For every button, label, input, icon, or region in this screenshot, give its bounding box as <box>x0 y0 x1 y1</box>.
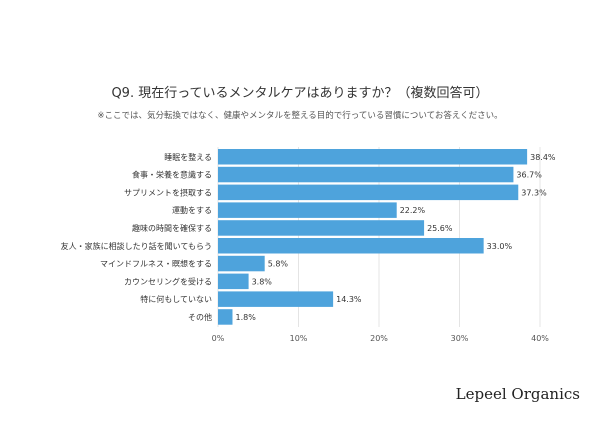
x-tick-label: 0% <box>212 334 225 343</box>
data-label: 25.6% <box>427 224 453 233</box>
bar <box>218 184 519 201</box>
data-label: 3.8% <box>252 277 273 286</box>
x-tick-label: 10% <box>290 334 308 343</box>
data-label: 36.7% <box>516 171 542 180</box>
x-tick-label: 40% <box>531 334 549 343</box>
data-label: 33.0% <box>487 242 513 251</box>
bar <box>218 202 397 218</box>
bar <box>218 309 233 325</box>
brand-logo: Lepeel Organics <box>455 385 580 403</box>
data-label: 22.2% <box>400 206 426 215</box>
category-label: 趣味の時間を確保する <box>132 223 212 233</box>
category-label: カウンセリングを受ける <box>124 276 212 286</box>
category-label: その他 <box>188 312 212 322</box>
chart-subtitle: ※ここでは、気分転換ではなく、健康やメンタルを整える目的で行っている習慣について… <box>97 111 503 121</box>
bar <box>218 149 528 165</box>
bar <box>218 238 484 254</box>
bar <box>218 273 249 290</box>
x-tick-label: 30% <box>451 334 469 343</box>
bar <box>218 166 514 183</box>
data-label: 5.8% <box>268 260 289 269</box>
category-label: 友人・家族に相談したり話を聞いてもらう <box>61 241 212 251</box>
bar <box>218 291 334 307</box>
category-label: 特に何もしていない <box>140 294 212 304</box>
data-label: 14.3% <box>336 295 362 304</box>
chart-title: Q9. 現在行っているメンタルケアはありますか？（複数回答可） <box>111 86 489 101</box>
x-tick-label: 20% <box>370 334 388 343</box>
category-label: サプリメントを摂取する <box>124 187 212 197</box>
category-label: マインドフルネス・瞑想をする <box>100 259 212 269</box>
bar <box>218 220 425 236</box>
category-label: 運動をする <box>172 206 212 215</box>
category-label: 睡眠を整える <box>164 152 212 162</box>
data-label: 1.8% <box>235 313 256 322</box>
data-label: 38.4% <box>530 153 556 162</box>
data-label: 37.3% <box>521 188 547 197</box>
bar <box>218 255 265 272</box>
category-label: 食事・栄養を意識する <box>132 170 212 180</box>
